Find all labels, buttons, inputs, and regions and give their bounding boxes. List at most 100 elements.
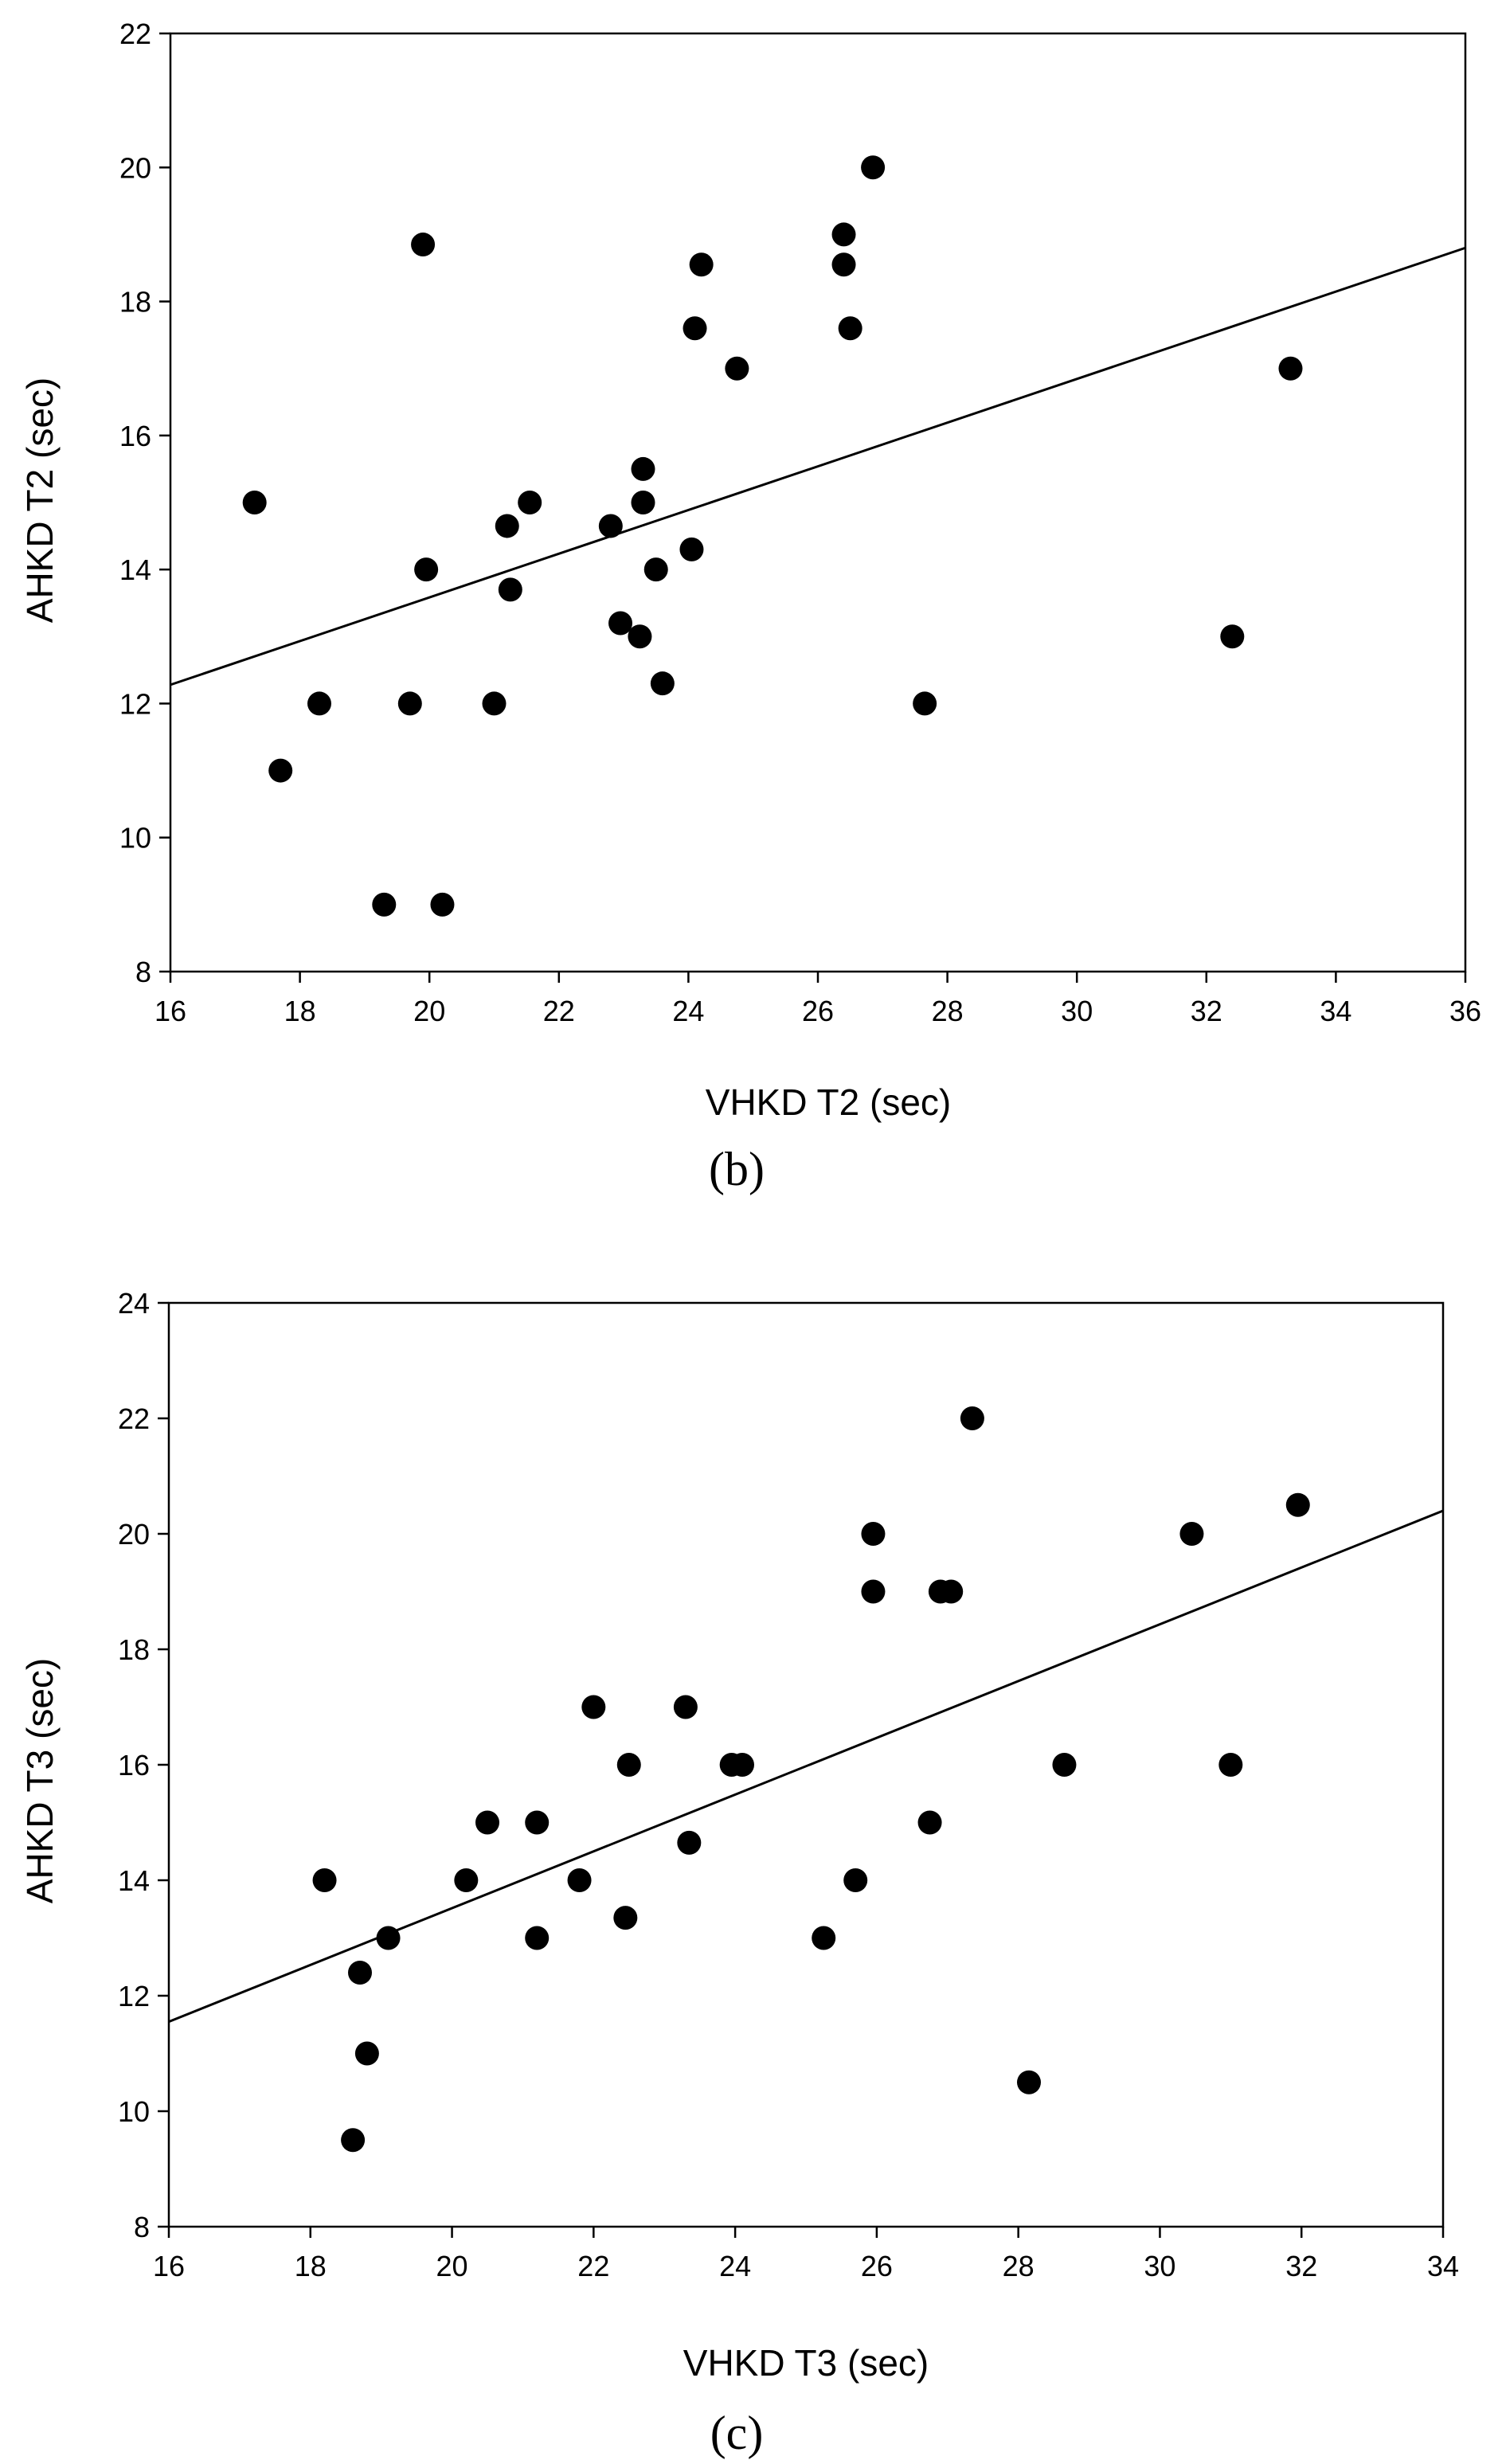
x-tick-label-b: 34 <box>1320 995 1351 1027</box>
scatter-plot-b: 8 10 12 14 16 18 20 22 16 18 20 22 24 26 28 30 32 34 36 V… <box>19 18 1481 1195</box>
data-point-b <box>650 671 675 696</box>
data-point-b <box>1278 356 1303 381</box>
data-point-b <box>411 233 436 257</box>
y-tick-label-b: 22 <box>119 18 151 50</box>
x-axis-title-b: VHKD T2 (sec) <box>706 1081 951 1123</box>
data-point-b <box>631 456 655 481</box>
y-tick-label-c: 20 <box>118 1518 150 1551</box>
data-point-b <box>498 577 522 602</box>
x-tick-label-b: 16 <box>155 995 186 1027</box>
x-tick-label-c: 22 <box>577 2250 609 2282</box>
y-tick-label-c: 22 <box>118 1402 150 1435</box>
y-tick-label-c: 18 <box>118 1633 150 1666</box>
data-point-b <box>831 222 856 247</box>
y-tick-label-b: 10 <box>119 822 151 855</box>
y-tick-label-c: 24 <box>118 1287 150 1320</box>
x-tick-label-c: 20 <box>436 2250 468 2282</box>
y-tick-label-b: 20 <box>119 151 151 184</box>
data-point-c <box>454 1868 479 1892</box>
y-tick-label-b: 14 <box>119 553 151 586</box>
data-point-b <box>631 491 655 514</box>
data-point-b <box>838 316 862 341</box>
data-point-c <box>525 1926 550 1950</box>
y-tick-label-b: 12 <box>119 687 151 720</box>
y-tick-label-b: 18 <box>119 286 151 319</box>
data-point-c <box>567 1868 592 1892</box>
data-point-c <box>861 1522 886 1546</box>
x-tick-label-b: 26 <box>802 995 834 1027</box>
x-tick-label-c: 24 <box>719 2250 751 2282</box>
data-point-b <box>608 611 633 636</box>
data-point-c <box>525 1810 550 1835</box>
data-point-c <box>348 1961 372 1985</box>
y-tick-label-c: 14 <box>118 1864 150 1897</box>
x-tick-label-b: 28 <box>932 995 964 1027</box>
panel-caption-b: (b) <box>709 1143 765 1195</box>
y-tick-labels-c: 8 10 12 14 16 18 20 22 24 <box>118 1287 150 2243</box>
data-point-b <box>679 537 704 561</box>
data-point-b <box>628 624 652 649</box>
x-tick-label-b: 18 <box>284 995 316 1027</box>
data-point-b <box>683 316 707 341</box>
data-point-b <box>372 892 397 917</box>
y-axis-title-c: AHKD T3 (sec) <box>19 1658 61 1903</box>
x-tick-label-c: 18 <box>295 2250 327 2282</box>
y-tick-label-c: 10 <box>118 2095 150 2128</box>
x-tick-label-c: 28 <box>1003 2250 1035 2282</box>
y-axis-title-b: AHKD T2 (sec) <box>19 377 61 623</box>
data-point-c <box>581 1695 606 1719</box>
data-point-c <box>1179 1522 1204 1546</box>
y-tick-label-c: 16 <box>118 1749 150 1782</box>
data-point-b <box>268 758 293 783</box>
x-tick-label-b: 24 <box>672 995 704 1027</box>
plot-frame-b <box>159 32 1467 983</box>
data-point-b <box>598 514 623 538</box>
data-point-b <box>430 892 455 917</box>
data-point-c <box>677 1830 702 1855</box>
data-point-b <box>913 691 937 716</box>
x-tick-label-c: 26 <box>861 2250 893 2282</box>
data-point-b <box>495 514 519 538</box>
y-tick-label-c: 12 <box>118 1980 150 2012</box>
data-point-c <box>812 1926 836 1950</box>
data-point-c <box>939 1579 964 1604</box>
data-point-c <box>1285 1492 1310 1517</box>
data-point-b <box>482 691 507 716</box>
regression-line-b <box>170 246 1466 686</box>
data-points-c <box>168 1406 1444 2153</box>
panel-caption-c: (c) <box>710 2407 764 2459</box>
y-tick-label-c: 8 <box>134 2211 150 2243</box>
data-point-c <box>312 1868 337 1892</box>
data-point-b <box>414 557 439 582</box>
data-point-b <box>1220 624 1245 649</box>
plot-frame-c <box>158 1301 1445 2238</box>
data-point-b <box>643 557 668 582</box>
data-point-c <box>1218 1753 1243 1777</box>
y-tick-labels-b: 8 10 12 14 16 18 20 22 <box>119 18 151 988</box>
data-point-c <box>613 1906 638 1930</box>
data-point-c <box>843 1868 868 1892</box>
data-point-b <box>725 356 749 381</box>
data-point-c <box>616 1753 641 1777</box>
data-points-b <box>170 155 1466 917</box>
y-tick-label-b: 8 <box>135 956 151 988</box>
x-tick-labels-b: 16 18 20 22 24 26 28 30 32 34 36 <box>155 995 1481 1027</box>
scatter-plot-c: 8 10 12 14 16 18 20 22 24 16 18 20 22 24 26 28 30 32 34 V… <box>19 1287 1459 2459</box>
x-tick-label-b: 22 <box>543 995 575 1027</box>
data-point-c <box>376 1926 401 1950</box>
data-point-c <box>730 1753 754 1777</box>
data-point-c <box>1052 1753 1077 1777</box>
x-tick-label-c: 16 <box>153 2250 185 2282</box>
data-point-b <box>831 252 856 277</box>
data-point-b <box>861 155 886 180</box>
y-tick-label-b: 16 <box>119 420 151 452</box>
x-tick-label-c: 30 <box>1144 2250 1175 2282</box>
data-point-c <box>861 1579 886 1604</box>
x-tick-label-b: 20 <box>413 995 445 1027</box>
x-tick-label-b: 30 <box>1061 995 1093 1027</box>
data-point-c <box>673 1695 698 1719</box>
data-point-c <box>960 1406 984 1430</box>
x-tick-label-c: 34 <box>1427 2250 1459 2282</box>
x-axis-title-c: VHKD T3 (sec) <box>683 2342 929 2384</box>
